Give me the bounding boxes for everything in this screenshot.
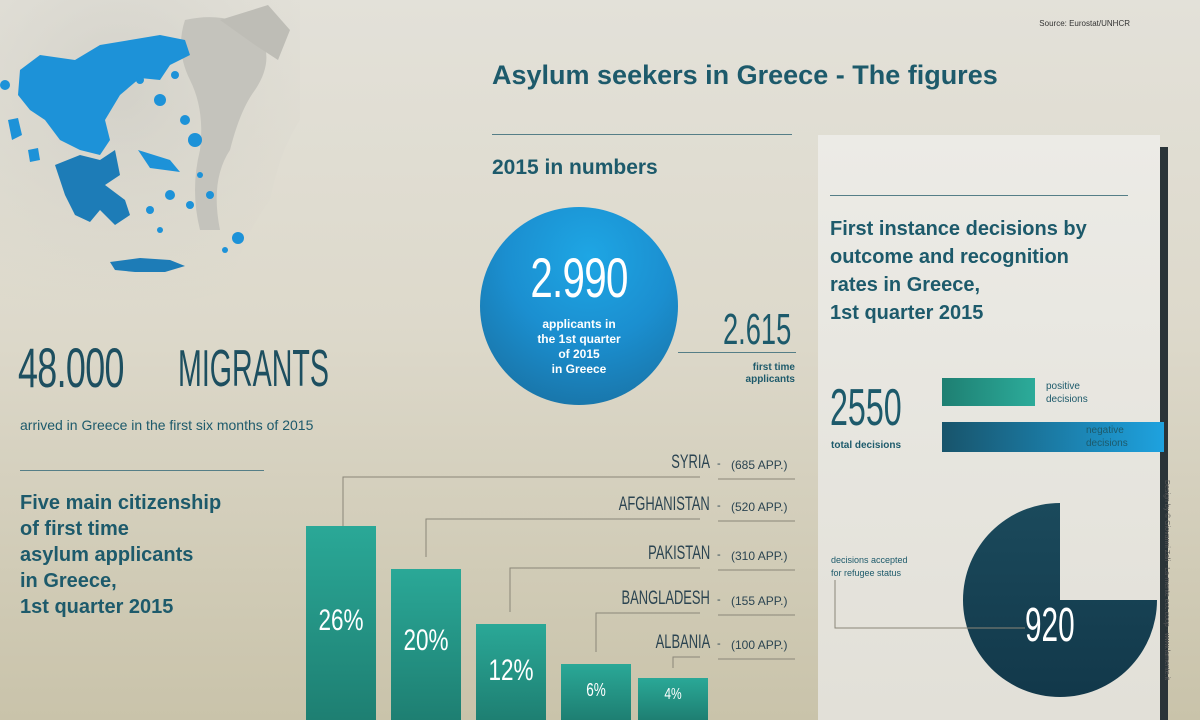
accepted-label: decisions accepted for refugee status <box>831 554 908 580</box>
applicants-number: 2.990 <box>530 246 628 309</box>
total-decisions-label: total decisions <box>831 440 902 451</box>
connector-bangladesh <box>595 612 700 652</box>
decisions-title: First instance decisions by outcome and … <box>830 215 1150 327</box>
citizenship-title: Five main citizenship of first time asyl… <box>20 490 290 620</box>
connector-afghanistan <box>425 518 700 557</box>
negative-decisions-label: negative decisions <box>1086 424 1128 450</box>
first-time-number: 2.615 <box>723 305 792 354</box>
decisions-title-line: rates in Greece, <box>830 274 981 296</box>
citizenship-title-line: 1st quarter 2015 <box>20 596 174 618</box>
applicants-label-line: in Greece <box>551 362 607 376</box>
source-note: Source: Eurostat/UNHCR <box>1039 19 1130 28</box>
total-decisions-number: 2550 <box>830 379 902 437</box>
section-title: 2015 in numbers <box>492 156 658 179</box>
accepted-number: 920 <box>1025 599 1075 652</box>
dash-icon: - <box>717 549 721 561</box>
design-credit: Design by © Giovanni Zali · La-mente ecc… <box>1163 480 1170 681</box>
connector-pakistan <box>509 567 700 612</box>
connector-syria <box>342 476 700 527</box>
negative-label-line: negative <box>1086 425 1124 436</box>
citizenship-title-line: Five main citizenship <box>20 492 222 514</box>
bar-albania: 4% <box>638 678 708 720</box>
first-time-label: first time applicants <box>715 362 795 386</box>
dash-icon: - <box>717 638 721 650</box>
accepted-label-line: decisions accepted <box>831 555 908 565</box>
applicants-label-line: the 1st quarter <box>537 332 621 346</box>
panel-divider <box>830 195 1128 196</box>
decisions-title-line: First instance decisions by <box>830 218 1087 240</box>
decisions-title-line: outcome and recognition <box>830 246 1069 268</box>
country-syria: SYRIA <box>671 452 710 473</box>
negative-decisions-bar <box>942 422 1164 452</box>
negative-label-line: decisions <box>1086 438 1128 449</box>
country-afghanistan: AFGHANISTAN <box>619 494 710 515</box>
citizenship-title-line: of first time <box>20 518 129 540</box>
dash-icon: - <box>717 458 721 470</box>
positive-decisions-label: positive decisions <box>1046 380 1088 406</box>
country-bangladesh: BANGLADESH <box>621 588 710 609</box>
bar-afghanistan: 20% <box>391 569 461 720</box>
decisions-title-line: 1st quarter 2015 <box>830 302 984 324</box>
apps-pakistan: (310 APP.) <box>731 549 788 563</box>
accepted-pie-chart <box>963 503 1157 697</box>
first-time-label-line: applicants <box>745 374 795 385</box>
left-divider <box>20 470 264 471</box>
bar-syria: 26% <box>306 526 376 720</box>
page-title: Asylum seekers in Greece - The figures <box>492 60 998 90</box>
migrants-number: 48.000 <box>18 336 124 399</box>
apps-syria: (685 APP.) <box>731 458 788 472</box>
dash-icon: - <box>717 594 721 606</box>
citizenship-connectors <box>342 476 795 668</box>
pct-afghanistan: 20% <box>403 624 449 657</box>
positive-label-line: decisions <box>1046 394 1088 405</box>
country-pakistan: PAKISTAN <box>648 543 710 564</box>
pct-pakistan: 12% <box>488 654 534 687</box>
applicants-label: applicants in the 1st quarter of 2015 in… <box>480 317 678 377</box>
country-albania: ALBANIA <box>655 632 710 653</box>
apps-albania: (100 APP.) <box>731 638 788 652</box>
applicants-circle: 2.990 applicants in the 1st quarter of 2… <box>480 207 678 405</box>
citizenship-title-line: asylum applicants <box>20 544 194 566</box>
applicants-label-line: applicants in <box>542 317 616 331</box>
connector-albania <box>672 656 700 668</box>
bar-pakistan: 12% <box>476 624 546 720</box>
positive-label-line: positive <box>1046 381 1080 392</box>
pct-albania: 4% <box>664 686 682 703</box>
accepted-connector <box>834 580 1025 629</box>
positive-decisions-bar <box>942 378 1035 406</box>
applicants-label-line: of 2015 <box>558 347 600 361</box>
pct-syria: 26% <box>318 604 364 637</box>
pct-bangladesh: 6% <box>586 680 606 700</box>
greece-map-icon <box>0 0 300 300</box>
dash-icon: - <box>717 500 721 512</box>
pie-slice <box>963 503 1157 697</box>
apps-bangladesh: (155 APP.) <box>731 594 788 608</box>
migrants-word: MIGRANTS <box>178 340 329 398</box>
citizenship-title-line: in Greece, <box>20 570 117 592</box>
bar-bangladesh: 6% <box>561 664 631 720</box>
apps-afghanistan: (520 APP.) <box>731 500 788 514</box>
first-time-label-line: first time <box>752 362 795 373</box>
accepted-label-line: for refugee status <box>831 568 902 578</box>
first-time-divider <box>678 352 796 353</box>
migrants-caption: arrived in Greece in the first six month… <box>20 417 314 433</box>
title-divider <box>492 134 792 135</box>
